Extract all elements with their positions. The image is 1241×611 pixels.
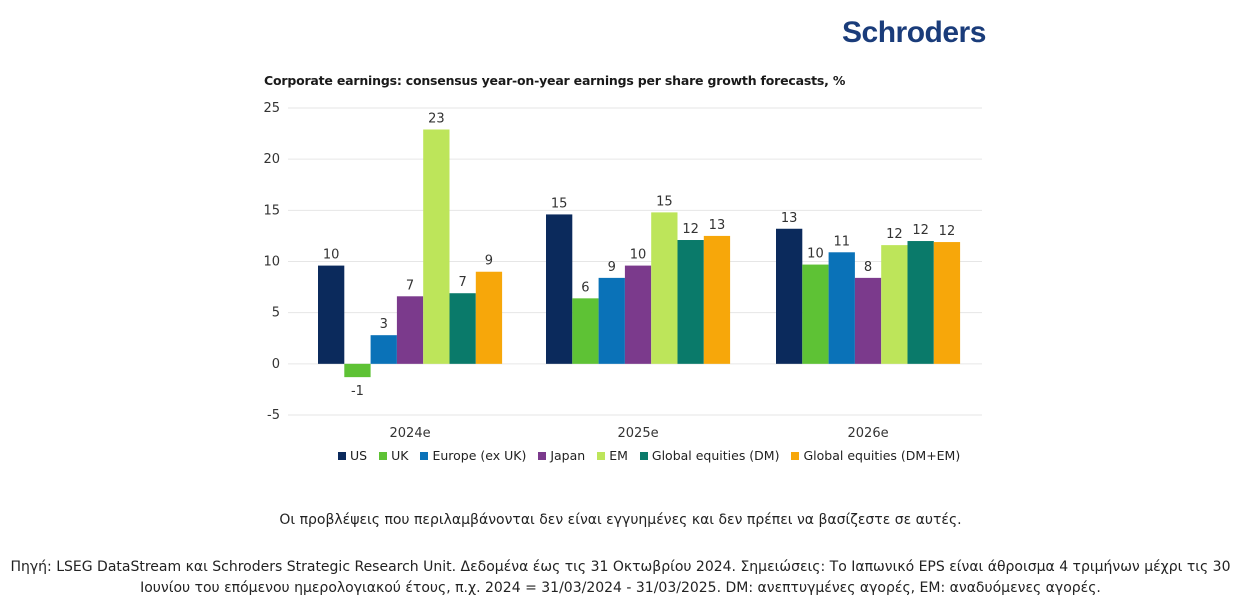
legend-item: EM bbox=[597, 448, 628, 463]
legend-swatch bbox=[420, 451, 429, 460]
data-label: 6 bbox=[581, 280, 589, 295]
data-label: 9 bbox=[608, 260, 616, 275]
legend-label: EM bbox=[609, 448, 628, 463]
data-label: 12 bbox=[886, 227, 903, 242]
data-label: 9 bbox=[485, 254, 493, 269]
bars bbox=[318, 129, 961, 378]
bar bbox=[933, 242, 961, 364]
chart-title: Corporate earnings: consensus year-on-ye… bbox=[264, 73, 846, 88]
source-note: Πηγή: LSEG DataStream και Schroders Stra… bbox=[0, 557, 1241, 599]
bar bbox=[802, 264, 829, 364]
bar bbox=[546, 214, 573, 364]
legend-item: Global equities (DM) bbox=[639, 448, 780, 463]
bar bbox=[907, 241, 934, 364]
legend-label: Global equities (DM) bbox=[651, 448, 780, 463]
y-tick-label: 0 bbox=[272, 357, 280, 372]
data-label: 15 bbox=[551, 196, 568, 211]
legend-item: Japan bbox=[538, 448, 585, 463]
x-tick-label: 2024e bbox=[390, 426, 431, 441]
bar bbox=[370, 335, 397, 364]
bar bbox=[854, 277, 882, 364]
legend-item: Global equities (DM+EM) bbox=[791, 448, 960, 463]
legend-swatch bbox=[639, 451, 648, 460]
data-label: 13 bbox=[781, 211, 798, 226]
y-tick-label: 5 bbox=[272, 306, 280, 321]
y-tick-label: 20 bbox=[263, 152, 280, 167]
bar bbox=[344, 363, 371, 378]
data-label: 7 bbox=[406, 278, 414, 293]
data-label: 11 bbox=[833, 234, 850, 249]
data-label: 8 bbox=[864, 260, 872, 275]
source-note-line-1: Πηγή: LSEG DataStream και Schroders Stra… bbox=[10, 559, 1231, 575]
data-label: 13 bbox=[709, 218, 726, 233]
bar bbox=[881, 245, 908, 364]
legend-item: Europe (ex UK) bbox=[420, 448, 526, 463]
data-label: 3 bbox=[380, 317, 388, 332]
legend-label: Europe (ex UK) bbox=[432, 448, 527, 463]
bar bbox=[651, 212, 678, 364]
y-tick-label: -5 bbox=[267, 408, 280, 423]
legend-label: Japan bbox=[550, 448, 586, 463]
forecast-disclaimer: Οι προβλέψεις που περιλαμβάνονται δεν εί… bbox=[279, 512, 962, 528]
bar bbox=[598, 277, 625, 364]
data-label: -1 bbox=[351, 384, 364, 399]
x-tick-label: 2026e bbox=[848, 426, 889, 441]
data-label: 10 bbox=[630, 248, 647, 263]
x-axis-ticks: 2024e 2025e 2026e bbox=[390, 426, 889, 441]
bar bbox=[318, 265, 345, 364]
schroders-logo: Schroders bbox=[842, 16, 986, 49]
bar bbox=[677, 240, 704, 364]
legend-swatch bbox=[791, 451, 800, 460]
bar bbox=[828, 252, 855, 364]
data-label: 23 bbox=[428, 111, 445, 126]
legend-swatch bbox=[538, 451, 547, 460]
legend-label: UK bbox=[391, 448, 409, 463]
legend-label: Global equities (DM+EM) bbox=[803, 448, 961, 463]
chart-legend: US UK Europe (ex UK) Japan EM Global equities… bbox=[338, 448, 960, 463]
y-tick-label: 25 bbox=[263, 101, 280, 116]
y-tick-label: 10 bbox=[263, 255, 280, 270]
y-axis-ticks: 25 20 15 10 5 0 -5 bbox=[263, 101, 280, 423]
data-label: 12 bbox=[682, 222, 699, 237]
legend-label: US bbox=[350, 448, 368, 463]
data-label: 10 bbox=[807, 247, 824, 262]
bar bbox=[624, 265, 652, 364]
bar bbox=[449, 293, 476, 364]
legend-item: UK bbox=[379, 448, 408, 463]
bar bbox=[776, 228, 803, 364]
data-label: 7 bbox=[459, 275, 467, 290]
legend-swatch bbox=[597, 451, 606, 460]
bar bbox=[572, 298, 599, 364]
bar bbox=[423, 129, 450, 364]
data-label: 12 bbox=[912, 223, 929, 238]
legend-swatch bbox=[379, 451, 388, 460]
y-tick-label: 15 bbox=[263, 203, 280, 218]
legend-swatch bbox=[338, 451, 346, 460]
bar bbox=[703, 235, 731, 364]
data-labels: 10 -1 3 7 23 7 9 15 6 9 10 15 12 13 13 10 11 8 12 12 12 bbox=[323, 111, 955, 399]
data-label: 12 bbox=[939, 224, 956, 239]
source-note-line-2: Ιουνίου του επόμενου ημερολογιακού έτους… bbox=[140, 580, 1101, 596]
x-tick-label: 2025e bbox=[618, 426, 659, 441]
data-label: 10 bbox=[323, 248, 340, 263]
bar bbox=[396, 296, 424, 364]
bar bbox=[475, 271, 503, 364]
data-label: 15 bbox=[656, 194, 673, 209]
legend-item: US bbox=[338, 448, 367, 463]
